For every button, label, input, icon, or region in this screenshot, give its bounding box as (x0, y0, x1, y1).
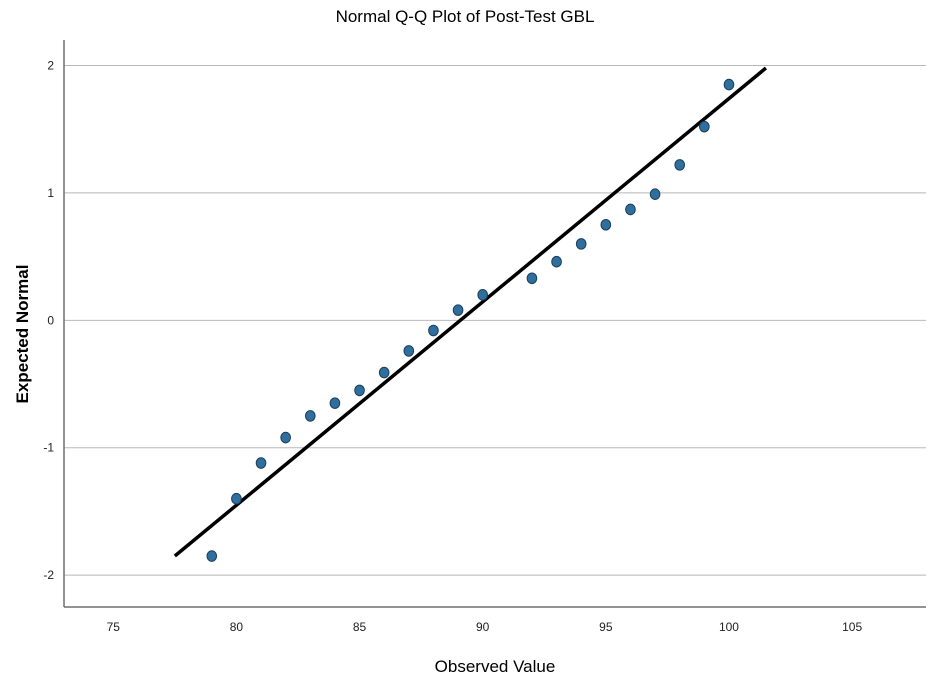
y-tick-label: 1 (47, 186, 54, 200)
data-point-0 (206, 550, 218, 562)
data-point-16 (625, 203, 636, 216)
y-tick-label: 0 (47, 313, 54, 327)
data-point-13 (551, 255, 562, 268)
y-tick-label: -2 (43, 568, 54, 582)
data-point-1 (231, 492, 242, 505)
x-tick-label: 75 (107, 620, 121, 634)
data-point-7 (378, 366, 390, 379)
data-point-8 (403, 345, 415, 357)
y-tick-label: 2 (47, 58, 54, 72)
data-point-14 (575, 238, 587, 250)
data-point-18 (674, 159, 686, 171)
x-tick-label: 100 (719, 620, 739, 634)
reference-line (173, 66, 768, 558)
x-tick-label: 90 (476, 620, 490, 634)
data-point-4 (304, 410, 316, 422)
data-point-10 (452, 304, 464, 316)
axes (63, 40, 926, 608)
reference-line-group (173, 66, 768, 558)
data-point-17 (649, 188, 661, 200)
data-point-15 (600, 218, 612, 231)
x-tick-label: 80 (230, 620, 244, 634)
data-point-11 (477, 289, 488, 301)
data-point-9 (428, 324, 439, 337)
data-point-5 (329, 397, 341, 409)
tick-labels: -2 -1 0 1 2 75 80 85 90 95 100 105 (43, 58, 862, 634)
data-point-19 (699, 120, 710, 133)
y-tick-label: -1 (43, 441, 54, 455)
grid-lines (64, 64, 926, 576)
data-point-3 (280, 431, 291, 444)
x-tick-label: 85 (353, 620, 367, 634)
y-axis-label: Expected Normal (13, 265, 32, 404)
chart-title: Normal Q-Q Plot of Post-Test GBL (336, 7, 595, 26)
x-tick-label: 95 (599, 620, 613, 634)
data-point-6 (354, 384, 365, 397)
data-point-20 (723, 78, 735, 91)
data-point-12 (526, 272, 538, 285)
data-points (206, 78, 735, 562)
x-axis-label: Observed Value (435, 657, 556, 676)
data-point-2 (255, 457, 267, 469)
x-tick-label: 105 (842, 620, 862, 634)
